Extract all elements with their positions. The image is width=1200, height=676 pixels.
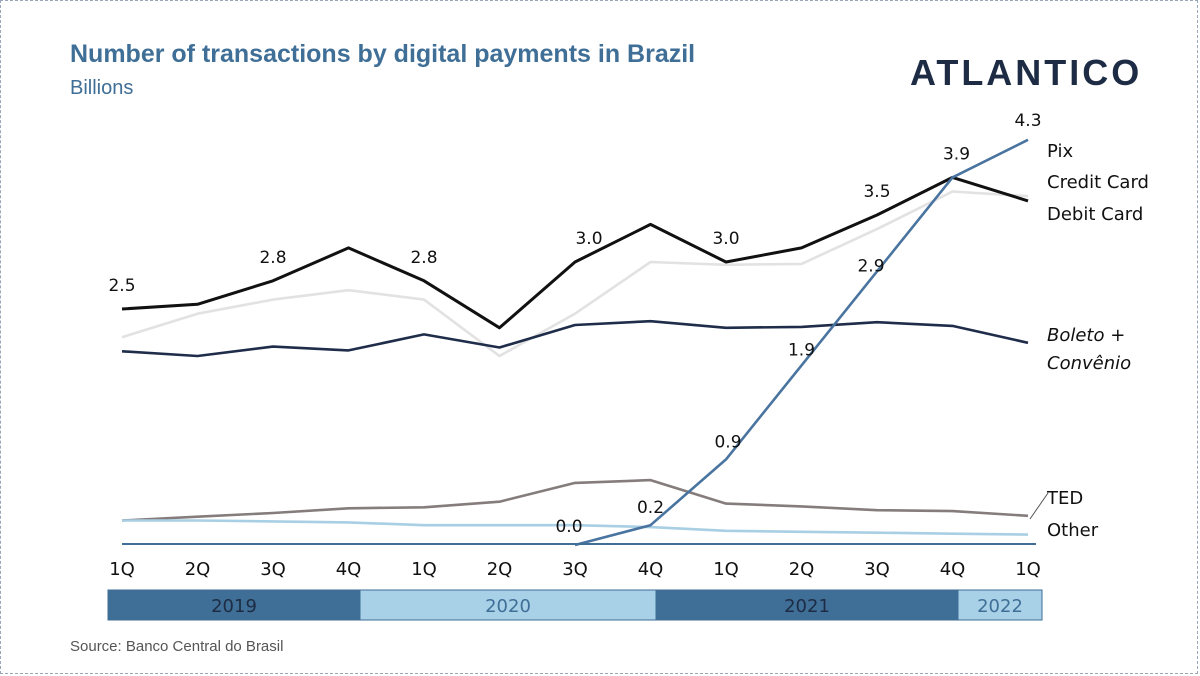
boleto-conv-nio-series-label: Convênio: [1047, 353, 1131, 374]
atlantico-logo: ATLANTICO: [910, 52, 1143, 93]
x-tick-label: 3Q: [562, 559, 588, 580]
year-band-2019: [107, 589, 361, 621]
x-tick-label: 2Q: [789, 559, 815, 580]
year-label-2019: 2019: [211, 596, 257, 617]
debit-card-data-label: 2.8: [259, 248, 286, 268]
year-label-2020: 2020: [485, 596, 531, 617]
ted-leader-line: [1029, 492, 1049, 520]
series-legend-labels: Credit Card Debit Card Boleto + Convênio TED…: [1029, 141, 1149, 541]
pix-data-label: 4.3: [1014, 111, 1041, 131]
year-band: 2019 2020 2021 2022: [107, 589, 1043, 621]
debit-card-data-label: 3.0: [712, 229, 739, 249]
data-labels: 2.5 2.8 2.8 3.0 3.0 3.5 3.9 0.0 0.2 0.9 1.9 2.9 4.3: [108, 111, 1041, 537]
debit-card-line: [121, 175, 1029, 330]
series-lines: [121, 138, 1029, 547]
x-tick-label: 4Q: [940, 559, 966, 580]
chart-subtitle: Billions: [70, 77, 134, 99]
ted-series-label: TED: [1046, 488, 1083, 509]
pix-data-label: 0.9: [714, 432, 741, 452]
other-series-label: Other: [1047, 520, 1099, 541]
boleto-conv-nio-series-label: Boleto +: [1047, 325, 1125, 346]
x-tick-label: 3Q: [864, 559, 890, 580]
debit-card-data-label: 3.5: [863, 182, 890, 202]
pix-data-label: 0.2: [637, 498, 664, 518]
year-label-2022: 2022: [977, 596, 1023, 617]
chart-title: Number of transactions by digital paymen…: [70, 40, 696, 68]
x-axis: 1Q 2Q 3Q 4Q 1Q 2Q 3Q 4Q 1Q 2Q 3Q 4Q 1Q: [109, 543, 1041, 580]
year-band-2022: [957, 589, 1043, 621]
credit-card-line: [121, 190, 1029, 358]
boleto-conv-nio-line: [121, 319, 1029, 358]
x-tick-label: 4Q: [336, 559, 362, 580]
other-line: [122, 519, 1029, 536]
pix-line: [574, 138, 1029, 547]
x-tick-label: 1Q: [1015, 559, 1041, 580]
pix-data-label: 1.9: [788, 340, 815, 360]
source-note: Source: Banco Central do Brasil: [70, 638, 284, 655]
debit-card-data-label: 3.9: [943, 144, 970, 164]
pix-series-label: Pix: [1047, 141, 1073, 162]
x-tick-label: 2Q: [185, 559, 211, 580]
debit-card-data-label: 2.8: [410, 248, 437, 268]
x-tick-label: 2Q: [487, 559, 513, 580]
pix-data-label: 0.0: [555, 517, 582, 537]
x-tick-label: 1Q: [109, 559, 135, 580]
x-tick-label: 1Q: [713, 559, 739, 580]
debit-card-data-label: 3.0: [575, 229, 602, 249]
year-label-2021: 2021: [784, 596, 830, 617]
x-tick-label: 1Q: [411, 559, 437, 580]
debit-card-series-label: Debit Card: [1047, 204, 1143, 225]
pix-data-label: 2.9: [857, 256, 884, 276]
x-tick-label: 4Q: [638, 559, 664, 580]
year-band-2020: [359, 589, 657, 621]
ted-line: [121, 478, 1029, 522]
credit-card-series-label: Credit Card: [1047, 172, 1149, 193]
debit-card-data-label: 2.5: [108, 276, 135, 296]
x-tick-label: 3Q: [260, 559, 286, 580]
